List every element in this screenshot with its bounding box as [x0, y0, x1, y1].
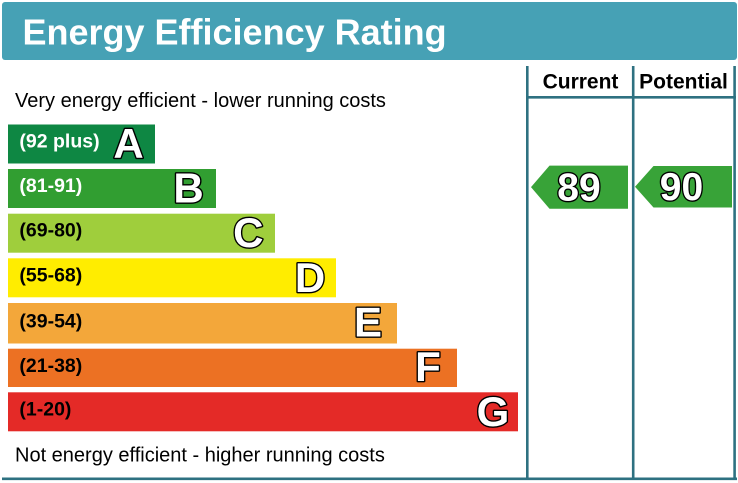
svg-text:Not energy efficient - higher: Not energy efficient - higher running co…	[15, 445, 385, 467]
svg-text:F: F	[415, 343, 441, 390]
svg-text:(92 plus): (92 plus)	[19, 131, 99, 153]
svg-text:D: D	[295, 254, 325, 301]
svg-text:Very energy efficient - lower: Very energy efficient - lower running co…	[15, 90, 386, 112]
svg-text:90: 90	[660, 166, 703, 209]
svg-text:89: 89	[557, 166, 600, 209]
svg-text:(21-38): (21-38)	[19, 355, 82, 377]
svg-text:G: G	[477, 388, 510, 435]
svg-text:B: B	[173, 165, 203, 212]
svg-text:E: E	[354, 299, 382, 346]
svg-text:Potential: Potential	[639, 71, 728, 94]
svg-text:(39-54): (39-54)	[19, 310, 82, 332]
svg-text:A: A	[113, 120, 143, 167]
svg-text:(81-91): (81-91)	[19, 175, 82, 197]
svg-text:(69-80): (69-80)	[19, 220, 82, 242]
svg-text:Current: Current	[543, 71, 619, 94]
svg-text:(55-68): (55-68)	[19, 264, 82, 286]
svg-text:Energy Efficiency Rating: Energy Efficiency Rating	[23, 12, 447, 53]
svg-text:C: C	[233, 209, 263, 256]
svg-text:(1-20): (1-20)	[19, 398, 71, 420]
